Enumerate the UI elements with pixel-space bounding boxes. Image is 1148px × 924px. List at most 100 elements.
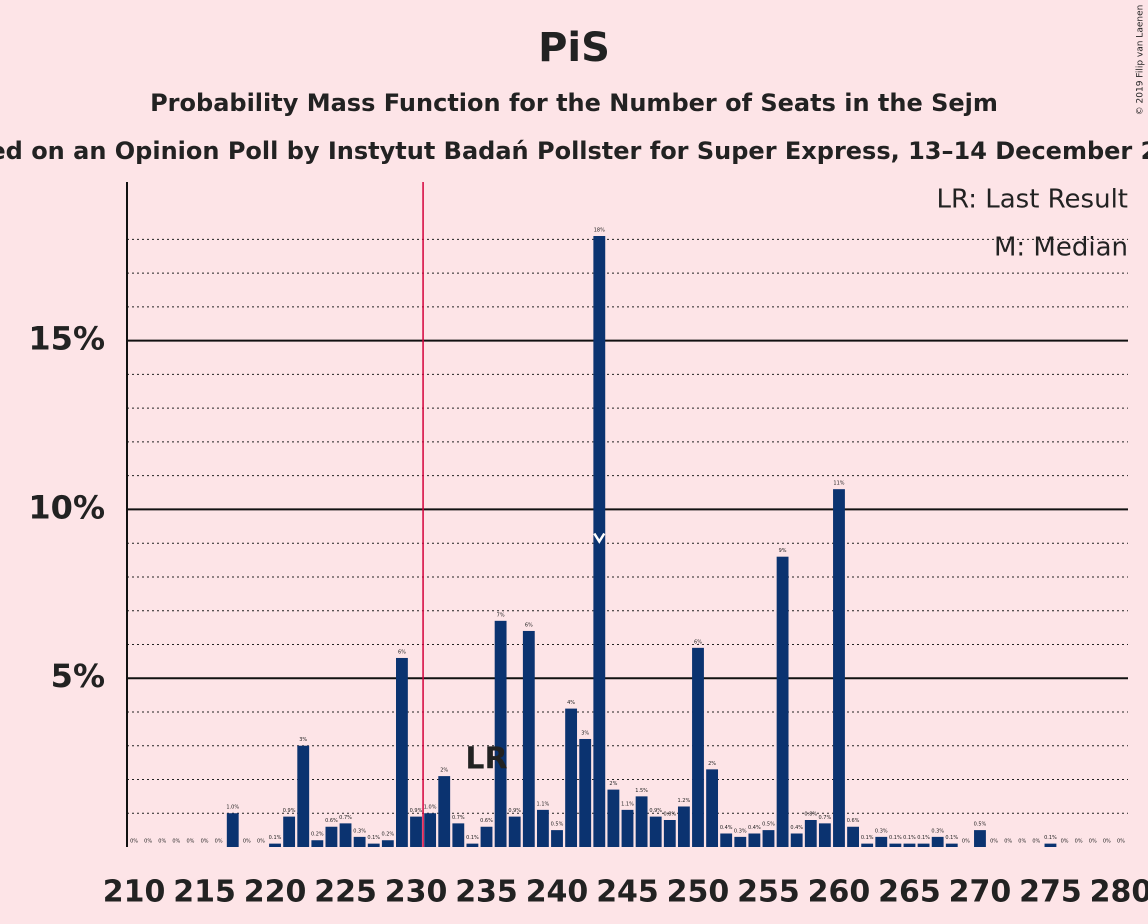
value-label: 0.7%: [819, 815, 832, 821]
bar: [353, 836, 366, 847]
x-tick-label: 245: [596, 875, 659, 910]
value-label: 0.2%: [381, 832, 394, 838]
bar: [818, 823, 831, 847]
chart-title: PiS: [538, 25, 610, 71]
bar: [424, 813, 437, 847]
bar: [508, 816, 521, 847]
value-label: 0.9%: [508, 808, 521, 814]
value-label: 0.4%: [720, 825, 733, 831]
last-result-label: LR: [465, 742, 507, 777]
legend-entry: M: Median: [994, 233, 1128, 263]
bar: [579, 738, 592, 847]
bar: [551, 830, 563, 847]
bar: [381, 840, 394, 847]
value-label: 0.1%: [945, 835, 958, 841]
bar: [776, 556, 789, 847]
value-label: 0.6%: [480, 818, 493, 824]
value-label: 0.5%: [974, 822, 987, 828]
value-label: 0%: [1089, 839, 1097, 845]
bar: [748, 833, 761, 847]
bar: [903, 843, 916, 847]
bar: [536, 809, 549, 847]
value-label: 0%: [1075, 839, 1083, 845]
value-label: 1.1%: [621, 801, 634, 807]
bar: [861, 843, 874, 847]
value-label: 0%: [1103, 839, 1111, 845]
bar: [325, 826, 338, 847]
bar: [663, 819, 676, 847]
value-label: 1.5%: [635, 788, 648, 794]
value-label: 0%: [158, 839, 166, 845]
x-tick-label: 270: [949, 875, 1012, 910]
x-tick-label: 275: [1019, 875, 1082, 910]
bar: [396, 657, 408, 847]
value-label: 0%: [130, 839, 138, 845]
x-tick-label: 265: [878, 875, 941, 910]
value-label: 2%: [708, 761, 716, 767]
bar: [339, 823, 352, 847]
value-label: 3%: [581, 730, 589, 736]
bar: [804, 819, 817, 847]
x-tick-label: 280: [1090, 875, 1148, 910]
bar: [311, 840, 324, 847]
value-label: 0.4%: [790, 825, 803, 831]
value-label: 9%: [779, 548, 787, 554]
bar: [720, 833, 733, 847]
bar: [762, 830, 775, 847]
bar: [565, 708, 578, 847]
value-label: 0.3%: [353, 828, 366, 834]
value-label: 0.9%: [410, 808, 423, 814]
value-label: 0%: [1117, 839, 1125, 845]
value-label: 18%: [594, 228, 605, 234]
value-label: 0%: [1032, 839, 1040, 845]
value-label: 0%: [257, 839, 265, 845]
value-label: 2%: [609, 781, 617, 787]
value-label: 6%: [694, 639, 702, 645]
x-tick-label: 210: [103, 875, 166, 910]
bar: [635, 796, 648, 847]
chart-subtitle: Probability Mass Function for the Number…: [150, 89, 998, 117]
bar: [833, 489, 845, 847]
value-label: 0.5%: [551, 822, 564, 828]
bar: [297, 745, 310, 847]
bar: [875, 836, 888, 847]
bar: [522, 630, 535, 847]
value-label: 0.5%: [762, 822, 775, 828]
value-label: 1.0%: [424, 805, 437, 811]
bar: [917, 843, 930, 847]
y-tick-label: 5%: [51, 657, 105, 695]
value-label: 0%: [186, 839, 194, 845]
value-label: 0.8%: [663, 811, 676, 817]
bar: [1044, 843, 1057, 847]
value-label: 11%: [833, 481, 844, 487]
value-label: 0.3%: [734, 828, 747, 834]
value-label: 0.1%: [1044, 835, 1057, 841]
value-label: 0.7%: [339, 815, 352, 821]
x-tick-label: 225: [314, 875, 377, 910]
bar: [452, 823, 465, 847]
value-label: 0.1%: [269, 835, 282, 841]
bar: [226, 813, 239, 847]
legend-entry: LR: Last Result: [936, 185, 1128, 215]
value-label: 0.6%: [847, 818, 860, 824]
bar: [410, 816, 422, 847]
bar: [367, 843, 380, 847]
value-label: 7%: [497, 612, 505, 618]
value-label: 0.1%: [889, 835, 902, 841]
value-label: 3%: [299, 737, 307, 743]
x-tick-label: 255: [737, 875, 800, 910]
value-label: 0%: [1004, 839, 1012, 845]
value-label: 0.1%: [367, 835, 380, 841]
value-label: 0.9%: [283, 808, 296, 814]
x-tick-label: 240: [526, 875, 589, 910]
bar: [677, 806, 690, 847]
bar: [480, 826, 493, 847]
value-label: 0%: [990, 839, 998, 845]
value-label: 0%: [962, 839, 970, 845]
value-label: 0.1%: [861, 835, 874, 841]
bar: [847, 826, 859, 847]
bar: [889, 843, 902, 847]
bar: [438, 776, 451, 847]
